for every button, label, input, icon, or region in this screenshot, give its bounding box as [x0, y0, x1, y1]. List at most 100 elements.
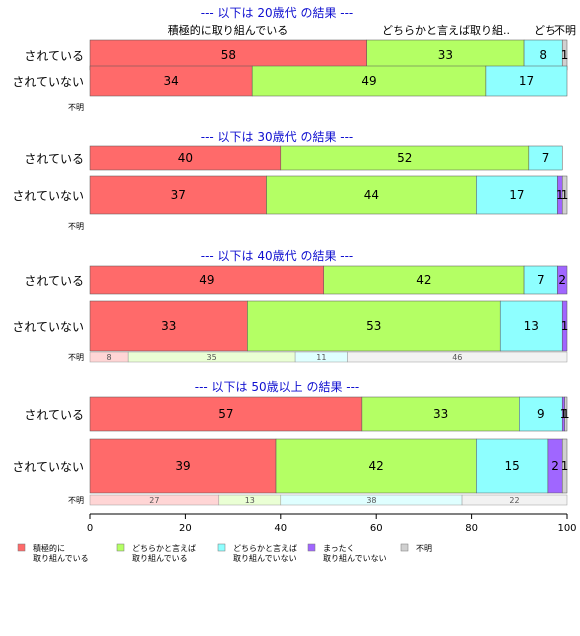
bar-value-label: 49 [361, 74, 376, 88]
legend-label: 取り組んでいる [132, 553, 188, 563]
bar-value-label: 17 [509, 188, 524, 202]
x-tick-label: 80 [465, 523, 478, 534]
bar-segment [485, 65, 568, 97]
bar-segment [89, 438, 277, 494]
bar-value-label: 7 [542, 151, 550, 165]
bar-segment [523, 39, 563, 71]
unknown-bar-value-label: 38 [366, 496, 376, 505]
legend-label: 取り組んでいない [233, 553, 297, 563]
unknown-bar-value-label: 27 [149, 496, 159, 505]
x-tick-label: 20 [179, 523, 192, 534]
section-title: --- 以下は 20歳代 の結果 --- [201, 6, 354, 20]
bar-value-label: 2 [558, 273, 566, 287]
bar-value-label: 1 [562, 407, 570, 421]
top-category-label: どちらかと言えば取り組.. [382, 24, 510, 37]
unknown-bar-value-label: 22 [509, 496, 519, 505]
bar-segment [266, 175, 477, 215]
bar-value-label: 13 [524, 319, 539, 333]
bar-value-label: 53 [366, 319, 381, 333]
bar-value-label: 44 [364, 188, 379, 202]
bar-segment [523, 265, 558, 295]
unknown-bar-value-label: 8 [107, 353, 112, 362]
bar-value-label: 37 [171, 188, 186, 202]
bar-value-label: 2 [551, 459, 559, 473]
bar-value-label: 33 [161, 319, 176, 333]
unknown-bar-value-label: 35 [207, 353, 217, 362]
row-label: されていない [12, 460, 84, 474]
bar-value-label: 33 [433, 407, 448, 421]
bar-segment [89, 145, 282, 171]
bar-value-label: 1 [561, 48, 569, 62]
x-tick-label: 0 [87, 523, 93, 534]
bar-value-label: 15 [505, 459, 520, 473]
bar-segment [280, 145, 530, 171]
bar-segment [476, 175, 558, 215]
row-label: されている [24, 408, 84, 422]
unknown-row-label: 不明 [68, 353, 84, 362]
bar-value-label: 1 [560, 407, 568, 421]
row-label: されている [24, 49, 84, 63]
legend-label: 不明 [416, 544, 432, 553]
bar-segment [519, 396, 563, 432]
bar-value-label: 9 [537, 407, 545, 421]
bar-value-label: 1 [556, 188, 564, 202]
top-category-label: 積極的に取り組んでいる [168, 23, 288, 37]
x-tick-label: 40 [274, 523, 287, 534]
legend-swatch [217, 543, 226, 552]
bar-value-label: 17 [519, 74, 534, 88]
bar-value-label: 58 [221, 48, 236, 62]
bar-value-label: 40 [178, 151, 193, 165]
section-title: --- 以下は 50歳以上 の結果 --- [195, 380, 360, 394]
bar-value-label: 1 [561, 188, 569, 202]
x-tick-label: 100 [557, 523, 576, 534]
bar-value-label: 8 [539, 48, 547, 62]
top-category-label: どち [534, 24, 556, 37]
unknown-row-label: 不明 [68, 222, 84, 231]
bar-segment [89, 175, 267, 215]
bar-segment [564, 396, 568, 432]
legend-swatch [307, 543, 316, 552]
legend-label: 取り組んでいる [33, 553, 89, 563]
bar-segment [89, 39, 367, 71]
legend-label: どちらかと言えば [132, 543, 196, 553]
bar-value-label: 1 [561, 459, 569, 473]
bar-segment [89, 300, 248, 352]
bar-value-label: 33 [438, 48, 453, 62]
section-title: --- 以下は 40歳代 の結果 --- [201, 249, 354, 263]
x-tick-label: 60 [370, 523, 383, 534]
unknown-bar-value-label: 11 [316, 353, 326, 362]
bar-segment [361, 396, 520, 432]
bar-segment [561, 175, 568, 215]
top-category-label: 不明 [554, 24, 576, 37]
bar-segment [323, 265, 525, 295]
bar-segment [561, 300, 568, 352]
bar-segment [499, 300, 563, 352]
bar-segment [275, 438, 477, 494]
row-label: されていない [12, 75, 84, 89]
legend-label: まったく [323, 544, 355, 553]
bar-value-label: 1 [561, 319, 569, 333]
unknown-bar-value-label: 46 [452, 353, 462, 362]
bar-value-label: 49 [199, 273, 214, 287]
legend-swatch [116, 543, 125, 552]
bar-segment [561, 438, 568, 494]
bar-value-label: 39 [175, 459, 190, 473]
bar-segment [366, 39, 525, 71]
unknown-bar-segment [461, 494, 568, 506]
bar-value-label: 7 [537, 273, 545, 287]
unknown-bar-segment [347, 351, 568, 363]
legend-label: 取り組んでいない [323, 553, 387, 563]
bar-segment [251, 65, 487, 97]
bar-segment [528, 145, 563, 171]
row-label: されている [24, 274, 84, 288]
bar-segment [557, 265, 568, 295]
unknown-row-label: 不明 [68, 103, 84, 112]
bar-value-label: 34 [163, 74, 178, 88]
bar-segment [247, 300, 501, 352]
bar-value-label: 42 [416, 273, 431, 287]
bar-segment [89, 265, 324, 295]
section-title: --- 以下は 30歳代 の結果 --- [201, 130, 354, 144]
bar-segment [89, 65, 253, 97]
row-label: されていない [12, 189, 84, 203]
